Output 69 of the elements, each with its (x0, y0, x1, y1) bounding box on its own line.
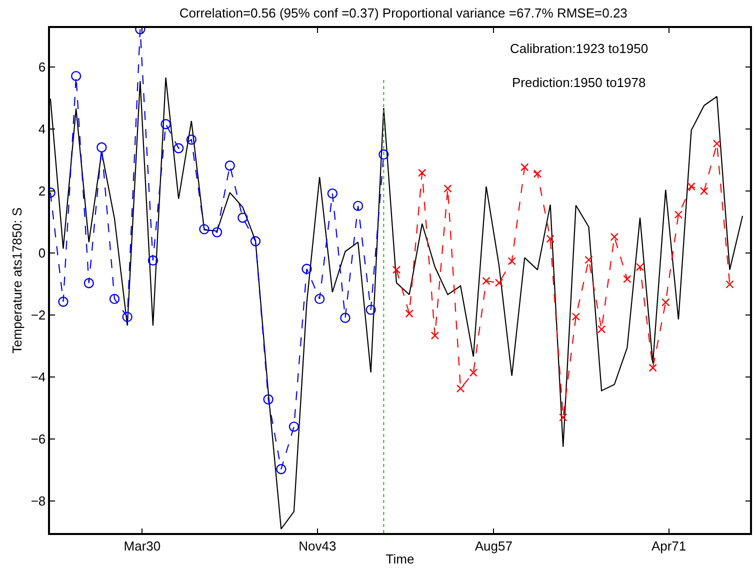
point (636, 262, 644, 272)
point (508, 257, 516, 266)
point (96, 142, 107, 152)
point (469, 368, 478, 377)
point (712, 140, 722, 148)
point (366, 304, 376, 315)
point (559, 413, 568, 422)
point (174, 143, 184, 154)
point (405, 309, 414, 318)
point (378, 149, 389, 160)
point (288, 422, 300, 432)
point (444, 184, 452, 193)
point (327, 188, 338, 199)
x-tick-label: Apr71 (651, 538, 686, 554)
x-axis-title: Time (386, 551, 414, 566)
point (482, 276, 490, 286)
point (584, 256, 593, 264)
point (430, 331, 440, 340)
annotation: Calibration:1923 to1950 (510, 41, 648, 56)
point (546, 234, 554, 243)
y-tick-label: 6 (38, 60, 46, 75)
y-tick-label: −4 (30, 370, 46, 385)
x-tick-label: Mar30 (124, 538, 161, 554)
point (700, 186, 708, 196)
point (84, 278, 94, 288)
point (224, 160, 235, 171)
point (70, 70, 82, 82)
point (533, 170, 542, 178)
point (520, 163, 529, 172)
point (160, 119, 171, 130)
y-tick-label: −2 (30, 308, 46, 323)
annotation: Prediction:1950 to1978 (512, 75, 646, 90)
point (238, 212, 248, 223)
point (352, 200, 364, 212)
point (148, 255, 158, 266)
point (199, 224, 210, 234)
point (122, 312, 132, 322)
point (623, 275, 632, 284)
point (662, 298, 670, 306)
point (610, 232, 618, 242)
point (572, 312, 580, 321)
point (392, 266, 401, 274)
point (597, 325, 606, 334)
y-tick-label: −8 (30, 494, 46, 509)
point (58, 296, 68, 307)
chart-title: Correlation=0.56 (95% conf =0.37) Proportional variance =67.7% RMSE=0.23 (179, 6, 628, 21)
x-tick-label: Aug57 (474, 538, 512, 554)
point (263, 394, 274, 404)
point (687, 182, 696, 191)
y-tick-label: 4 (38, 122, 46, 137)
point (418, 168, 426, 177)
x-tick-label: Nov43 (298, 538, 336, 554)
point (340, 312, 350, 323)
y-tick-label: −6 (30, 432, 46, 447)
point (250, 236, 261, 246)
point (109, 294, 120, 304)
point (276, 464, 286, 474)
point (456, 384, 465, 393)
point (314, 294, 325, 304)
point (186, 134, 197, 145)
point (726, 280, 734, 288)
y-tick-label: 2 (38, 184, 46, 199)
point (648, 364, 657, 372)
point (674, 210, 683, 219)
point (212, 227, 222, 238)
y-tick-label: 0 (38, 246, 46, 261)
y-axis-title: Temperature ats17850: S (9, 207, 24, 354)
point (494, 278, 504, 287)
point (302, 264, 312, 274)
